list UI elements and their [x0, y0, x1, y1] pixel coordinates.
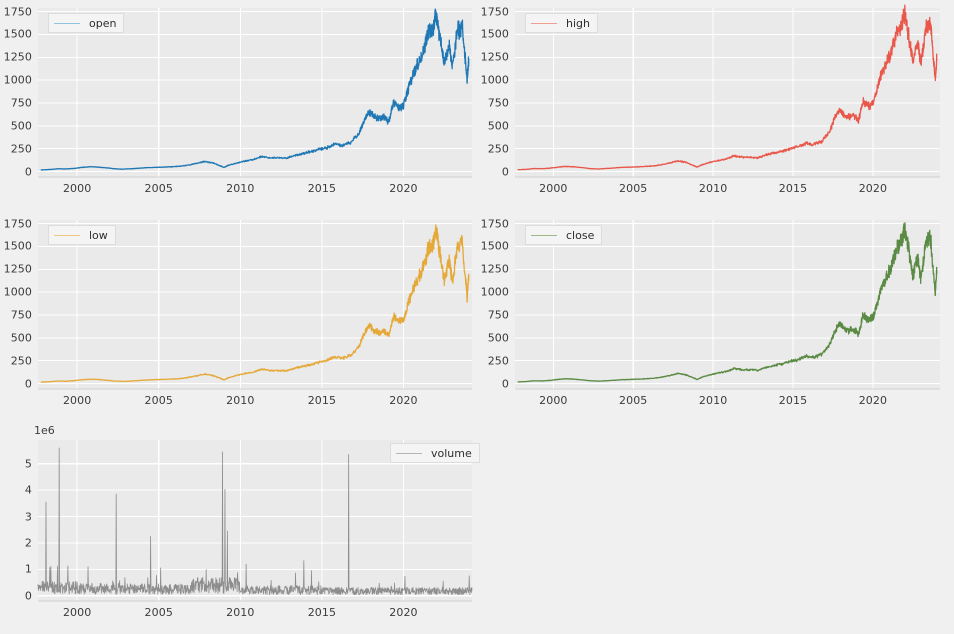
legend-swatch-volume [396, 452, 422, 454]
x-tick-label: 2000 [539, 394, 568, 407]
y-tick-label: 1250 [3, 50, 32, 64]
y-tick-label: 1500 [480, 27, 509, 41]
y-tick-label: 1750 [3, 5, 32, 19]
y-tick-label: 0 [24, 165, 32, 179]
y-tick-label: 750 [487, 308, 509, 322]
legend-swatch-low [54, 234, 80, 236]
y-tick-label: 0 [24, 377, 32, 391]
y-tick-label: 1000 [3, 73, 32, 87]
x-tick-label: 2000 [62, 606, 92, 619]
x-tick-label: 2010 [698, 182, 728, 195]
y-tick-label: 1250 [3, 262, 32, 276]
x-tick-label: 2020 [389, 606, 418, 619]
y-tick-label: 0 [501, 377, 509, 391]
y-tick-label: 0 [501, 165, 509, 179]
plot-area-low [38, 220, 472, 390]
legend-close[interactable]: close [525, 225, 603, 245]
x-tick-label: 2020 [858, 394, 888, 407]
y-tick-label: 750 [10, 308, 32, 322]
x-tick-label: 2005 [144, 182, 173, 195]
x-tick-label: 2015 [307, 606, 337, 619]
y-tick-label: 500 [487, 331, 509, 345]
legend-label-close: close [566, 228, 595, 242]
x-tick-label: 2015 [778, 394, 808, 407]
y-tick-label: 1500 [480, 239, 509, 253]
x-tick-label: 2020 [858, 182, 888, 195]
legend-label-low: low [89, 228, 108, 242]
y-tick-label: 1500 [3, 239, 32, 253]
y-tick-label: 4 [24, 483, 32, 497]
legend-open[interactable]: open [48, 13, 125, 33]
y-tick-label: 1000 [480, 73, 509, 87]
y-tick-label: 250 [10, 142, 32, 156]
axes-volume [38, 440, 472, 601]
legend-swatch-open [54, 22, 80, 24]
x-tick-label: 2010 [698, 394, 728, 407]
x-tick-label: 2005 [619, 182, 648, 195]
x-tick-label: 2000 [539, 182, 568, 195]
y-tick-label: 1250 [480, 262, 509, 276]
x-tick-label: 2010 [226, 606, 255, 619]
plot-area-close [515, 220, 940, 390]
x-tick-label: 2020 [389, 394, 418, 407]
subplot-high: high 0 250 500 750 1000 1250 1500 1750 2000 2005 2… [477, 0, 954, 210]
subplot-open: open 0 250 500 750 1000 1250 1500 1750 2000 2005 2… [0, 0, 477, 210]
plot-area-open [38, 8, 472, 178]
y-tick-label: 1000 [480, 285, 509, 299]
legend-volume[interactable]: volume [390, 443, 480, 463]
subplot-empty-cell [477, 424, 954, 634]
legend-swatch-close [531, 234, 557, 236]
x-tick-label: 2020 [389, 182, 418, 195]
plot-area-volume [37, 440, 473, 602]
legend-swatch-high [531, 22, 557, 24]
y-tick-label: 1750 [3, 217, 32, 231]
legend-label-high: high [566, 16, 590, 30]
x-tick-label: 2010 [226, 182, 255, 195]
x-tick-label: 2005 [144, 394, 173, 407]
x-tick-label: 2015 [778, 182, 808, 195]
y-tick-label: 1750 [480, 5, 509, 19]
legend-low[interactable]: low [48, 225, 116, 245]
x-tick-label: 2015 [307, 394, 337, 407]
x-tick-label: 2000 [62, 394, 92, 407]
x-tick-label: 2005 [144, 606, 173, 619]
subplot-close: close 0 250 500 750 1000 1250 1500 1750 2000 2005… [477, 212, 954, 422]
x-tick-label: 2000 [62, 182, 92, 195]
y-tick-label: 500 [487, 119, 509, 133]
y-tick-label: 750 [487, 96, 509, 110]
y-axis-offset-label-volume: 1e6 [34, 424, 55, 437]
x-tick-label: 2010 [226, 394, 255, 407]
y-tick-label: 5 [24, 457, 32, 471]
x-tick-label: 2015 [307, 182, 337, 195]
y-tick-label: 0 [24, 589, 32, 603]
subplot-volume: 1e6 volume 0 1 2 3 4 5 2000 2005 2010 2015 2020 [0, 424, 480, 634]
y-tick-label: 1500 [3, 27, 32, 41]
legend-high[interactable]: high [525, 13, 598, 33]
legend-label-open: open [89, 16, 117, 30]
y-tick-label: 1250 [480, 50, 509, 64]
y-tick-label: 500 [10, 119, 32, 133]
plot-area-high [515, 4, 940, 178]
legend-label-volume: volume [431, 446, 472, 460]
x-tick-label: 2005 [619, 394, 648, 407]
y-tick-label: 2 [24, 536, 32, 550]
y-tick-label: 250 [487, 142, 509, 156]
subplot-low: low 0 250 500 750 1000 1250 1500 1750 2000 2005 20… [0, 212, 477, 422]
y-tick-label: 250 [10, 354, 32, 368]
y-tick-label: 1750 [480, 217, 509, 231]
y-tick-label: 1000 [3, 285, 32, 299]
y-tick-label: 750 [10, 96, 32, 110]
y-tick-label: 1 [24, 562, 32, 576]
y-tick-label: 3 [24, 510, 32, 524]
y-tick-label: 500 [10, 331, 32, 345]
y-tick-label: 250 [487, 354, 509, 368]
